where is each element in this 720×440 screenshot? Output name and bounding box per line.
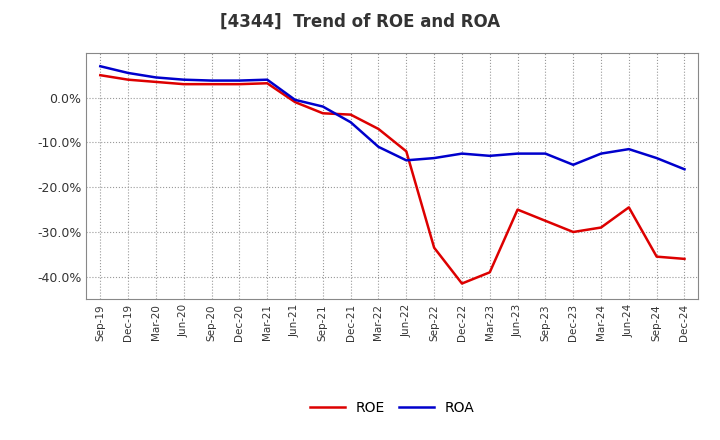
Legend: ROE, ROA: ROE, ROA — [305, 395, 480, 420]
ROA — [291, 97, 300, 103]
ROE — [374, 126, 383, 132]
ROE — [179, 81, 188, 87]
ROA — [263, 77, 271, 82]
ROA — [402, 158, 410, 163]
ROA — [430, 155, 438, 161]
ROA — [541, 151, 550, 156]
ROA — [652, 155, 661, 161]
ROE — [318, 110, 327, 116]
ROA — [235, 78, 243, 83]
Text: [4344]  Trend of ROE and ROA: [4344] Trend of ROE and ROA — [220, 13, 500, 31]
ROA — [569, 162, 577, 168]
Line: ROA: ROA — [100, 66, 685, 169]
ROE — [485, 270, 494, 275]
ROA — [680, 167, 689, 172]
ROE — [597, 225, 606, 230]
ROA — [346, 120, 355, 125]
ROA — [374, 144, 383, 150]
ROA — [96, 64, 104, 69]
ROE — [652, 254, 661, 259]
ROE — [624, 205, 633, 210]
Line: ROE: ROE — [100, 75, 685, 283]
ROA — [207, 78, 216, 83]
ROE — [680, 256, 689, 261]
ROA — [318, 104, 327, 109]
ROE — [458, 281, 467, 286]
ROE — [207, 81, 216, 87]
ROE — [346, 112, 355, 117]
ROE — [541, 218, 550, 224]
ROE — [569, 229, 577, 235]
ROE — [430, 245, 438, 250]
ROE — [235, 81, 243, 87]
ROA — [458, 151, 467, 156]
ROA — [124, 70, 132, 76]
ROA — [513, 151, 522, 156]
ROA — [152, 75, 161, 80]
ROA — [485, 153, 494, 158]
ROA — [179, 77, 188, 82]
ROE — [513, 207, 522, 212]
ROE — [152, 79, 161, 84]
ROE — [96, 73, 104, 78]
ROA — [624, 147, 633, 152]
ROE — [291, 99, 300, 105]
ROE — [402, 149, 410, 154]
ROE — [124, 77, 132, 82]
ROE — [263, 81, 271, 86]
ROA — [597, 151, 606, 156]
